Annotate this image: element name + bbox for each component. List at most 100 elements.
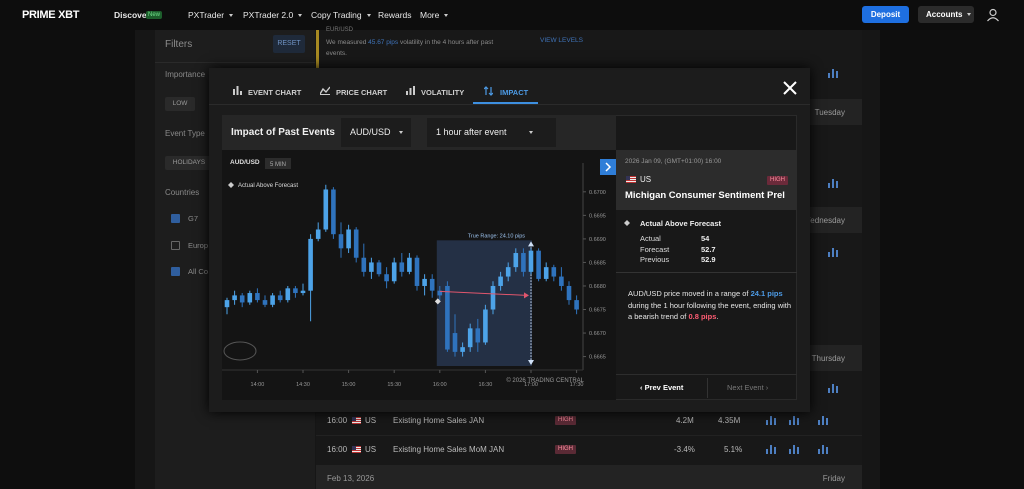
chart-icon[interactable] [828, 69, 838, 78]
user-icon[interactable] [986, 8, 1000, 22]
tab-icon [233, 86, 242, 95]
candle-body [369, 262, 374, 272]
pair-dropdown[interactable]: AUD/USD [341, 118, 411, 147]
candle-body [399, 262, 405, 272]
notice-highlight: 45.67 pips [368, 39, 399, 46]
day-label: Tuesday [814, 108, 845, 117]
candle-body [315, 229, 321, 239]
divider [707, 378, 708, 398]
candle-body [498, 276, 503, 286]
divider [155, 62, 315, 63]
nav-item[interactable]: PXTrader 2.0 [243, 11, 303, 20]
tab[interactable]: EVENT CHART [248, 88, 302, 97]
candle-body [513, 253, 519, 268]
chart-icon[interactable] [828, 248, 838, 257]
flag-canton [352, 446, 356, 450]
nav-item[interactable]: Copy Trading [311, 11, 371, 20]
trend-line [439, 290, 528, 296]
row-event: Existing Home Sales MoM JAN [393, 445, 505, 454]
candle-body [285, 288, 291, 301]
summary-trend: 0.8 pips [688, 312, 717, 321]
x-tick-label: 17:30 [570, 382, 584, 388]
day-label: Wednesday [802, 216, 845, 225]
reset-button[interactable]: RESET [273, 35, 305, 53]
chart-icon[interactable] [789, 445, 799, 454]
nav-label: PXTrader [188, 10, 225, 20]
next-event-button[interactable]: Next Event › [727, 383, 769, 392]
y-tick-label: 0.6695 [589, 213, 606, 219]
y-tick-label: 0.6680 [589, 284, 606, 290]
prev-event-button[interactable]: ‹ Prev Event [640, 383, 684, 392]
row-forecast: 4.35M [718, 416, 741, 425]
notice-text: We measured 45.67 pips volatility in the… [326, 37, 506, 59]
chart-symbol: AUD/USD [230, 159, 260, 166]
chart-icon[interactable] [828, 179, 838, 188]
accounts-button[interactable]: Accounts [918, 6, 974, 23]
candle-body [293, 288, 298, 294]
expand-button[interactable] [600, 159, 616, 175]
close-button[interactable] [783, 81, 797, 95]
candle-body [232, 295, 237, 301]
row-time: 16:00 [327, 416, 348, 425]
field-label: Actual [640, 234, 661, 243]
price-chart: AUD/USD 5 MIN Actual Above Forecast © 20… [222, 150, 616, 400]
nav-item[interactable]: Rewards [378, 10, 412, 20]
new-badge: New [146, 11, 163, 19]
checkbox[interactable] [171, 241, 180, 250]
filter-option[interactable]: HOLIDAYS [165, 156, 213, 170]
deposit-button[interactable]: Deposit [862, 6, 909, 23]
chart-icon[interactable] [818, 416, 828, 425]
notice-text-part: We measured [326, 39, 369, 46]
view-levels-link[interactable]: VIEW LEVELS [540, 37, 583, 44]
filter-option[interactable]: LOW [165, 97, 195, 111]
flag [352, 446, 361, 453]
flag-canton [352, 417, 356, 421]
nav-bar: PRIME XBT Discover New PXTrader PXTrader… [0, 0, 1024, 30]
event-rows: 16:00 US Existing Home Sales JAN HIGH 4.… [316, 407, 862, 465]
x-tick-label: 16:30 [479, 382, 493, 388]
chart-icon[interactable] [828, 384, 838, 393]
range-label: True Range: 24.10 pips [468, 233, 526, 239]
logo[interactable]: PRIME XBT [22, 9, 80, 21]
chart-interval: 5 MIN [270, 162, 286, 168]
expand-arrow [605, 162, 612, 172]
accounts-label: Accounts [926, 10, 963, 19]
candle-body [338, 234, 344, 249]
tab[interactable]: PRICE CHART [336, 88, 388, 97]
nav-item[interactable]: More [420, 11, 449, 20]
impact-badge: HIGH [555, 416, 576, 425]
event-header [616, 150, 797, 210]
chart-icon[interactable] [789, 416, 799, 425]
checkbox[interactable] [171, 267, 180, 276]
y-tick-label: 0.6685 [589, 260, 606, 266]
tab-active[interactable]: IMPACT [500, 88, 529, 97]
trend-arrow [524, 292, 529, 299]
nav-item[interactable]: Discover [114, 10, 150, 20]
candle-body [270, 295, 275, 305]
interval-badge [265, 158, 291, 169]
field-value: 52.7 [701, 245, 716, 254]
candle-body [353, 229, 359, 258]
flag [626, 176, 636, 183]
chart-icon[interactable] [766, 445, 776, 454]
candle-body [384, 274, 389, 282]
tab[interactable]: VOLATILITY [421, 88, 465, 97]
candle-body [429, 278, 435, 291]
chart-icon[interactable] [766, 416, 776, 425]
next-label: Next Event [727, 383, 764, 392]
notice-text-part: volatility in the 4 hours after past eve… [326, 39, 494, 57]
filter-label: Event Type [165, 129, 205, 138]
country-option: Europ [188, 241, 209, 250]
chart-icon[interactable] [818, 445, 828, 454]
x-tick-label: 14:30 [296, 382, 310, 388]
row-event: Existing Home Sales JAN [393, 416, 485, 425]
candle-body [224, 300, 230, 308]
candle-body [521, 253, 526, 272]
impact-badge: HIGH [767, 176, 788, 185]
checkbox[interactable] [171, 214, 180, 223]
window-dropdown[interactable]: 1 hour after event [427, 118, 556, 147]
event-result: Actual Above Forecast [640, 219, 721, 228]
day-footer: Feb 13, 2026 Friday [316, 465, 862, 489]
nav-item[interactable]: PXTrader [188, 10, 234, 20]
summary-range: 24.1 pips [750, 289, 783, 298]
